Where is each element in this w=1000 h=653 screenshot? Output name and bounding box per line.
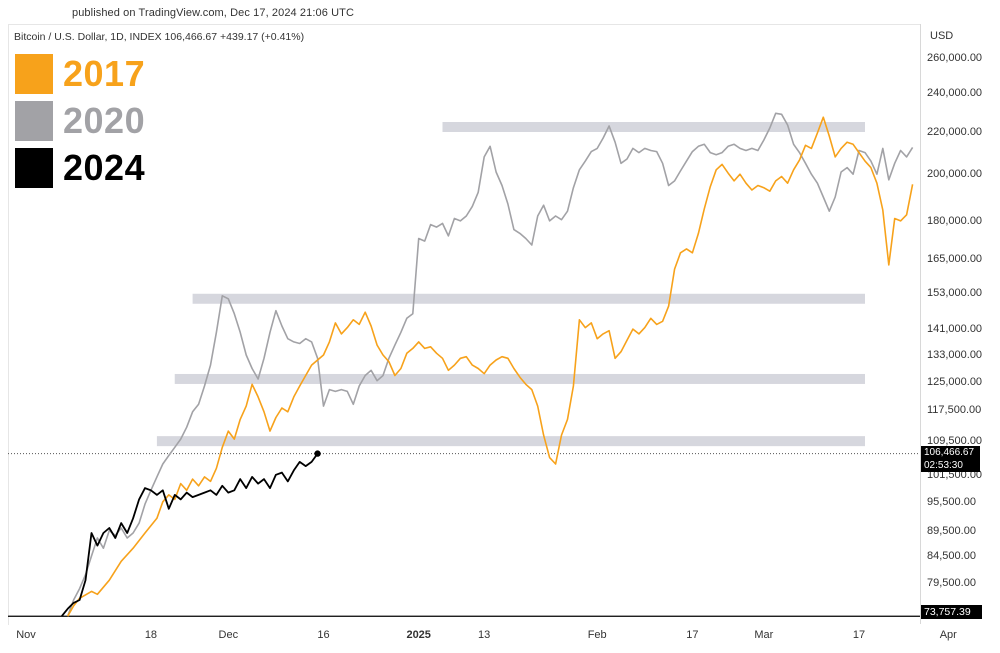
series-line-2020 bbox=[66, 112, 914, 617]
x-tick-label: 17 bbox=[852, 629, 866, 641]
x-tick-label: 18 bbox=[144, 629, 158, 641]
resistance-band-0 bbox=[442, 122, 865, 133]
y-tick-label: 89,500.00 bbox=[927, 524, 976, 537]
legend-item-2020: 2020 bbox=[15, 97, 145, 144]
y-tick-label: 79,500.00 bbox=[927, 577, 976, 589]
time-axis[interactable]: Nov 18 Dec 16 2025 13 Feb 17 Mar 17 Apr bbox=[8, 624, 957, 653]
y-tick-label: 95,500.00 bbox=[927, 495, 976, 508]
legend-item-2017: 2017 bbox=[15, 50, 145, 97]
x-tick-label: 16 bbox=[317, 629, 330, 641]
legend-label-2020: 2020 bbox=[63, 99, 146, 141]
y-tick-label: 117,500.00 bbox=[927, 403, 982, 416]
x-tick-label: Mar bbox=[754, 629, 774, 641]
y-tick-label: 153,000.00 bbox=[927, 286, 983, 299]
bar-countdown: 02:53:30 bbox=[924, 460, 963, 471]
legend-swatch-2017 bbox=[15, 53, 53, 94]
y-tick-label: 125,000.00 bbox=[927, 376, 983, 389]
series-line-2017 bbox=[67, 116, 914, 617]
symbol-info: Bitcoin / U.S. Dollar, 1D, INDEX 106,466… bbox=[14, 31, 305, 43]
y-tick-label: 200,000.00 bbox=[927, 168, 983, 181]
y-tick-label: 109,500.00 bbox=[927, 435, 983, 448]
legend-label-2017: 2017 bbox=[63, 52, 146, 94]
legend-item-2024: 2024 bbox=[15, 144, 145, 191]
x-tick-label: 2025 bbox=[406, 629, 431, 641]
currency-label[interactable]: USD bbox=[930, 30, 954, 42]
last-price-marker bbox=[314, 450, 321, 457]
legend-swatch-2024 bbox=[15, 147, 53, 188]
low-price-tag: 73,757.39 bbox=[921, 605, 982, 619]
y-tick-label: 133,000.00 bbox=[927, 349, 983, 361]
x-tick-label: Feb bbox=[587, 629, 607, 641]
x-tick-label: Apr bbox=[939, 629, 957, 641]
x-tick-label: Dec bbox=[218, 629, 239, 641]
y-tick-label: 240,000.00 bbox=[927, 87, 983, 100]
y-tick-label: 220,000.00 bbox=[927, 126, 983, 139]
x-tick-label: 13 bbox=[478, 629, 491, 641]
y-tick-label: 165,000.00 bbox=[927, 253, 983, 266]
resistance-band-3 bbox=[156, 436, 865, 447]
x-tick-label: Nov bbox=[16, 629, 36, 641]
legend-label-2024: 2024 bbox=[63, 146, 146, 188]
y-tick-label: 260,000.00 bbox=[927, 52, 983, 64]
x-tick-label: 17 bbox=[686, 629, 699, 641]
y-tick-label: 141,000.00 bbox=[927, 323, 983, 336]
y-tick-label: 84,500.00 bbox=[927, 549, 976, 562]
series-line-2024 bbox=[61, 453, 319, 617]
last-price-tag: 106,466.67 02:53:30 bbox=[921, 446, 980, 472]
last-price-value: 106,466.67 bbox=[924, 447, 975, 458]
price-axis[interactable] bbox=[920, 24, 1000, 624]
published-line: published on TradingView.com, Dec 17, 20… bbox=[72, 7, 354, 19]
legend-swatch-2020 bbox=[15, 100, 53, 141]
resistance-band-2 bbox=[174, 373, 865, 384]
resistance-band-1 bbox=[192, 293, 866, 304]
y-tick-label: 180,000.00 bbox=[927, 214, 983, 227]
legend: 2017 2020 2024 bbox=[15, 50, 145, 191]
chart-pane[interactable] bbox=[8, 24, 921, 625]
